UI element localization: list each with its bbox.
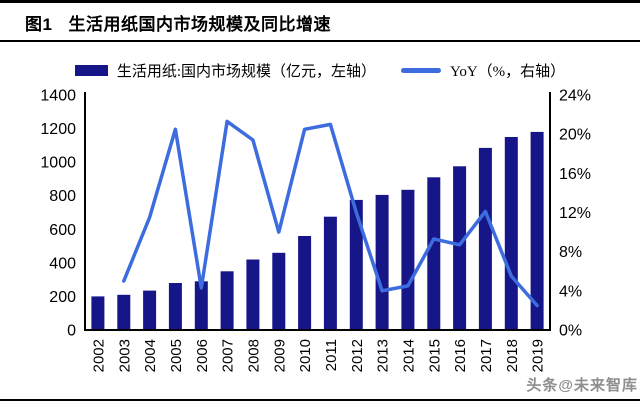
bar-2006 (194, 281, 208, 330)
legend-line-label: YoY（%，右轴） (450, 63, 566, 80)
bar-2018 (504, 137, 518, 330)
x-axis-tick-label: 2012 (349, 339, 366, 372)
x-axis-tick-label: 2013 (375, 339, 392, 372)
left-axis-tick-label: 600 (49, 222, 76, 239)
right-axis-tick-label: 8% (559, 244, 582, 261)
bar-2004 (143, 290, 157, 330)
figure-title: 图1 生活用纸国内市场规模及同比增速 (25, 10, 331, 35)
yoy-line (122, 119, 539, 308)
x-axis-tick-label: 2007 (220, 339, 237, 372)
bar-2015 (427, 177, 441, 331)
bar-2016 (453, 166, 467, 330)
bar-2013 (375, 194, 389, 330)
right-axis-tick-label: 4% (559, 283, 582, 300)
right-axis-tick-label: 24% (559, 88, 591, 105)
bar-2002 (91, 296, 105, 330)
x-axis-tick-label: 2005 (168, 339, 185, 372)
bar-2008 (246, 259, 260, 330)
top-border-rule (0, 0, 640, 3)
bottom-border-rule (0, 399, 640, 401)
chart-legend: 生活用纸:国内市场规模（亿元，左轴） YoY（%，右轴） (0, 60, 640, 80)
bar-2009 (272, 252, 286, 330)
x-axis-tick-label: 2016 (452, 339, 469, 372)
x-axis-tick-label: 2004 (142, 339, 159, 372)
figure-title-text: 生活用纸国内市场规模及同比增速 (68, 15, 331, 34)
watermark: 头条@未来智库 (526, 377, 638, 394)
title-divider-rule (0, 40, 640, 42)
bar-2007 (220, 271, 234, 331)
right-axis-tick-label: 20% (559, 127, 591, 144)
left-axis-tick-label: 200 (49, 289, 76, 306)
x-axis-tick-label: 2018 (504, 339, 521, 372)
left-axis-tick-label: 0 (67, 323, 76, 340)
legend-bar-label: 生活用纸:国内市场规模（亿元，左轴） (116, 63, 376, 80)
left-axis-tick-label: 800 (49, 188, 76, 205)
x-axis-tick-label: 2011 (323, 339, 340, 371)
x-axis-tick-label: 2003 (116, 339, 133, 372)
left-axis-tick-label: 400 (49, 255, 76, 272)
x-axis-tick-label: 2009 (271, 339, 288, 372)
bar-2011 (323, 216, 337, 330)
x-axis-tick-label: 2014 (400, 339, 417, 372)
right-axis-tick-label: 16% (559, 166, 591, 183)
bar-2014 (401, 189, 415, 330)
right-axis-tick-label: 12% (559, 205, 591, 222)
legend-line-swatch (401, 67, 441, 73)
legend-bar-swatch (74, 64, 108, 76)
x-axis-tick-label: 2010 (297, 339, 314, 372)
bar-2017 (478, 147, 492, 330)
figure-number: 图1 (25, 15, 53, 34)
x-axis-tick-label: 2008 (245, 339, 262, 372)
x-axis-tick-label: 2017 (478, 339, 495, 372)
x-axis-tick-label: 2002 (90, 339, 107, 372)
left-axis-tick-label: 1200 (40, 121, 76, 138)
bar-2019 (530, 131, 544, 330)
x-axis-tick-label: 2019 (530, 339, 547, 372)
left-axis-tick-label: 1000 (40, 155, 76, 172)
bar-2012 (349, 199, 363, 330)
bar-2005 (168, 283, 182, 330)
left-axis-tick-label: 1400 (40, 88, 76, 105)
x-axis-tick-label: 2006 (194, 339, 211, 372)
bar-2010 (298, 236, 312, 330)
right-axis-tick-label: 0% (559, 323, 582, 340)
bar-2003 (117, 294, 131, 331)
x-axis-tick-label: 2015 (426, 339, 443, 372)
